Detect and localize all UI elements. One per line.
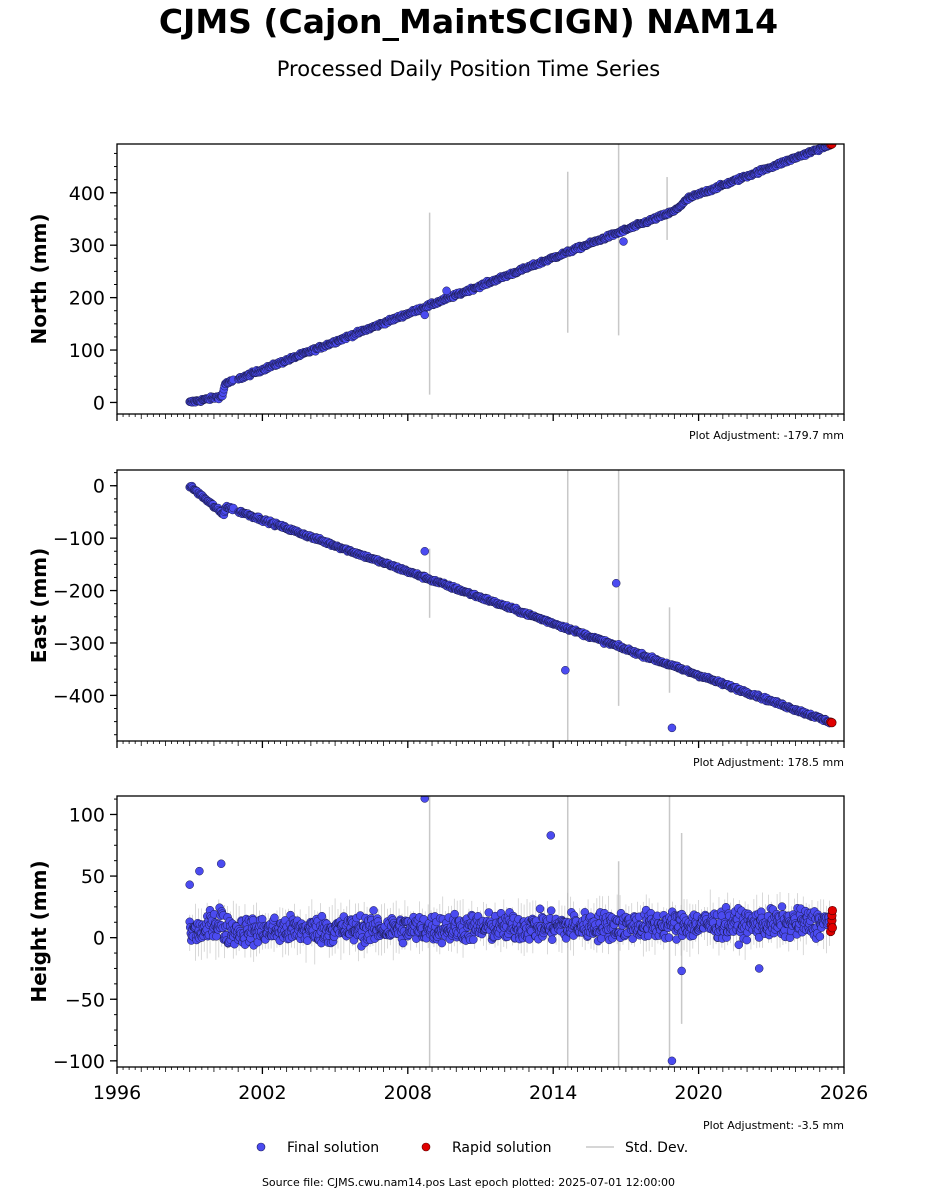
y-axis-label: East (mm) xyxy=(27,548,51,664)
plot-adjustment-label: Plot Adjustment: -179.7 mm xyxy=(689,429,844,442)
legend-rapid-label: Rapid solution xyxy=(452,1140,552,1156)
final-solution-point xyxy=(398,938,408,948)
legend-final-label: Final solution xyxy=(287,1140,379,1156)
panel-north: 0 100 200 300 400 North (mm) Plot Adjustment: … xyxy=(27,143,845,442)
y-tick-label: 0 xyxy=(93,392,105,414)
y-tick-label: −100 xyxy=(53,528,105,550)
final-solution-point xyxy=(369,906,378,915)
final-solution-point xyxy=(667,1056,677,1066)
source-footnote: Source file: CJMS.cwu.nam14.pos Last epo… xyxy=(261,1176,676,1189)
rapid-solution-point xyxy=(827,718,837,728)
y-tick-label: 50 xyxy=(81,866,105,888)
legend-std-label: Std. Dev. xyxy=(625,1140,688,1156)
plot-area xyxy=(185,796,837,1067)
y-tick-label: −200 xyxy=(53,581,105,603)
plot-area xyxy=(185,144,837,407)
y-tick-label: 300 xyxy=(69,235,105,257)
final-solution-point xyxy=(611,578,621,588)
final-solution-point xyxy=(437,938,447,948)
final-solution-point xyxy=(664,933,674,942)
final-solution-point xyxy=(742,935,752,945)
final-solution-point xyxy=(420,546,430,556)
final-solution-point xyxy=(303,936,312,945)
x-tick-label: 2026 xyxy=(820,1082,868,1104)
final-solution-point xyxy=(667,723,677,733)
legend-final-marker xyxy=(256,1142,266,1152)
panel-height: 100 50 0 −50 −100 1996 2002 2008 2014 2020 2026 Hei… xyxy=(27,795,868,1132)
final-solution-point xyxy=(484,908,494,917)
y-tick-label: 100 xyxy=(69,340,105,362)
y-tick-label: −300 xyxy=(53,633,105,655)
final-solution-point xyxy=(561,665,570,675)
y-tick-label: 200 xyxy=(69,288,105,310)
final-solution-point xyxy=(420,796,430,803)
final-solution-point xyxy=(216,859,226,868)
rapid-solution-point xyxy=(827,905,837,916)
final-solution-point xyxy=(547,935,557,944)
rapid-solution-point xyxy=(827,144,837,149)
y-tick-label: −400 xyxy=(53,685,105,707)
x-tick-label: 2002 xyxy=(238,1082,286,1104)
x-tick-label: 2008 xyxy=(384,1082,432,1104)
y-tick-label: 100 xyxy=(69,804,105,826)
y-tick-label: 0 xyxy=(93,928,105,950)
final-solution-point xyxy=(469,935,478,944)
y-tick-label: 0 xyxy=(93,476,105,498)
final-solution-point xyxy=(777,902,787,911)
final-solution-point xyxy=(195,866,204,876)
x-tick-label: 2020 xyxy=(674,1082,722,1104)
final-solution-point xyxy=(442,286,451,296)
final-solution-point xyxy=(546,831,556,840)
x-tick-label: 2014 xyxy=(529,1082,577,1104)
plot-area xyxy=(185,470,837,741)
legend-rapid-marker xyxy=(421,1142,431,1152)
final-solution-point xyxy=(420,310,430,320)
final-solution-point xyxy=(754,964,764,973)
final-solution-point xyxy=(185,880,194,889)
x-tick-label: 1996 xyxy=(93,1082,141,1104)
rapid-solution-point xyxy=(827,923,837,933)
final-solution-point xyxy=(270,913,279,923)
final-solution-point xyxy=(546,906,556,915)
final-solution-point xyxy=(815,932,825,941)
legend: Final solution Rapid solution Std. Dev. xyxy=(256,1140,688,1156)
y-tick-label: 400 xyxy=(69,183,105,205)
plot-adjustment-label: Plot Adjustment: -3.5 mm xyxy=(703,1119,844,1132)
y-tick-label: −100 xyxy=(53,1051,105,1073)
plot-adjustment-label: Plot Adjustment: 178.5 mm xyxy=(693,756,844,769)
y-axis-label: North (mm) xyxy=(27,213,51,344)
chart-subtitle: Processed Daily Position Time Series xyxy=(276,57,661,81)
final-solution-point xyxy=(212,932,221,941)
chart-title: CJMS (Cajon_MaintSCIGN) NAM14 xyxy=(158,2,779,41)
final-solution-point xyxy=(734,940,744,950)
y-tick-label: −50 xyxy=(65,989,105,1011)
y-axis-label: Height (mm) xyxy=(27,860,51,1002)
final-solution-point xyxy=(535,904,545,914)
final-solution-point xyxy=(677,966,686,976)
final-solution-point xyxy=(619,237,628,246)
